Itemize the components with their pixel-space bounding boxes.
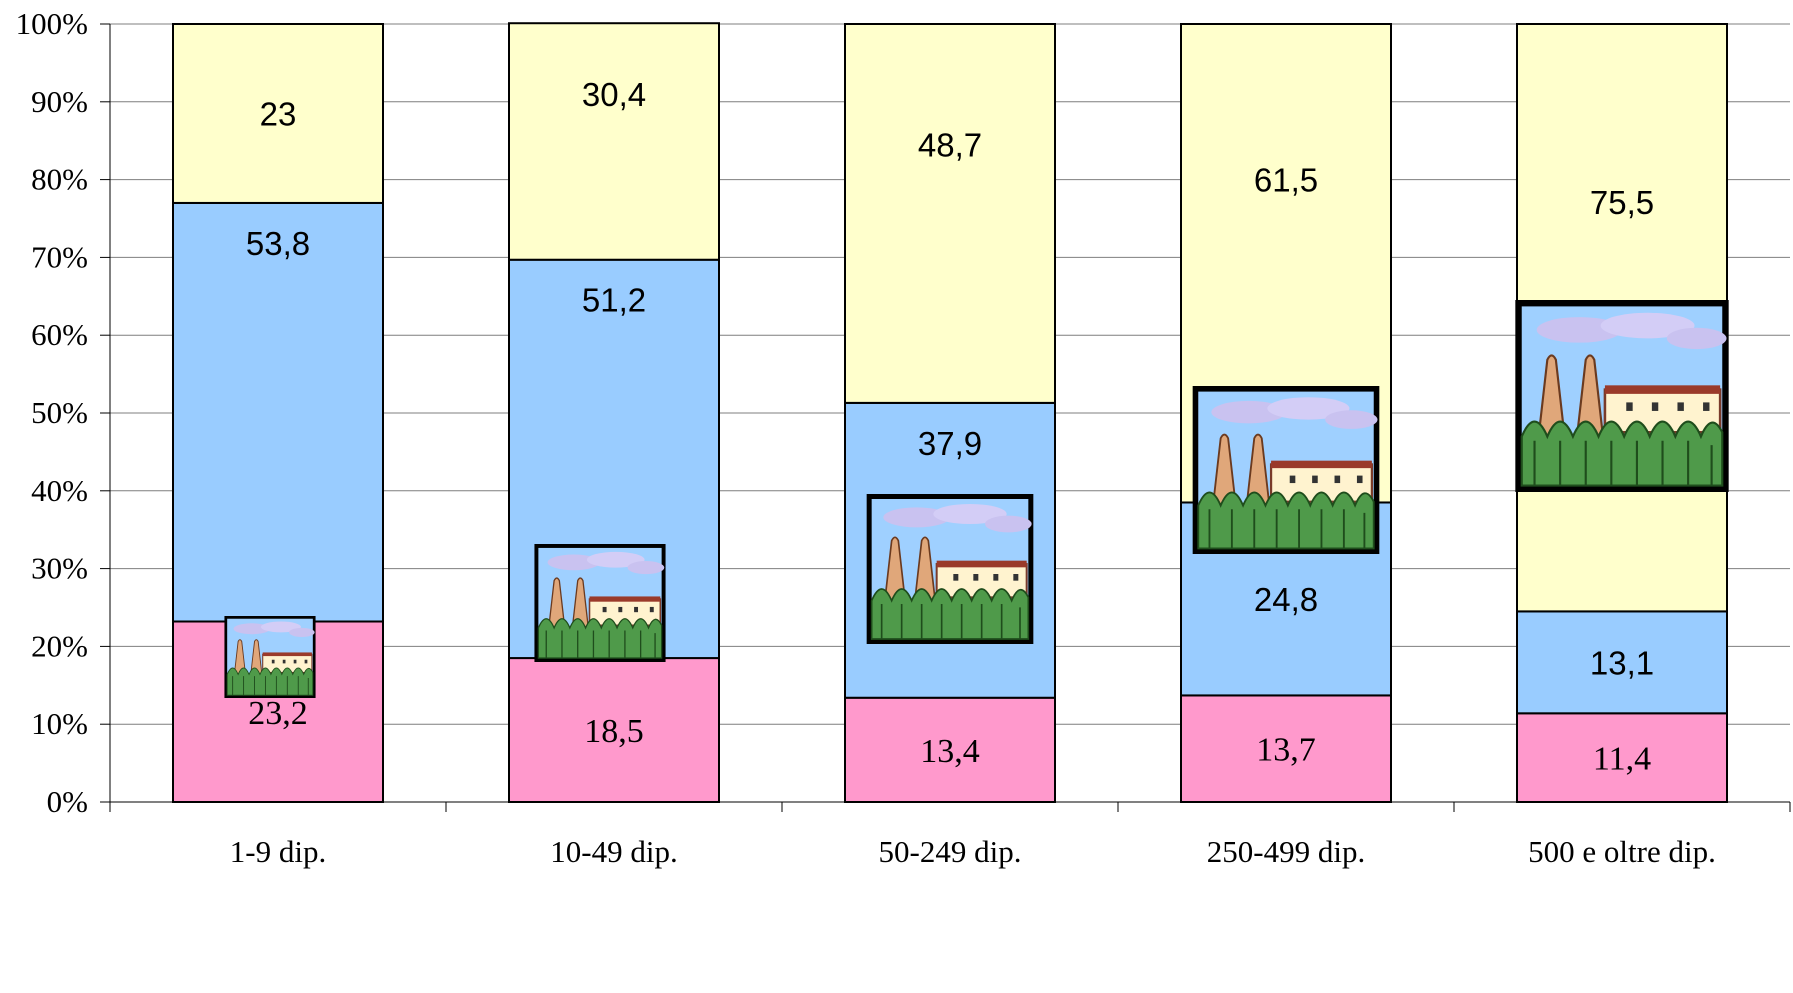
data-label: 53,8 [246,225,310,262]
data-label: 61,5 [1254,161,1318,198]
y-tick-label: 80% [31,162,88,197]
data-label: 24,8 [1254,581,1318,618]
data-label: 30,4 [582,76,646,113]
data-label: 13,7 [1256,732,1316,769]
data-label: 48,7 [918,127,982,164]
data-label: 11,4 [1593,741,1651,778]
y-tick-label: 70% [31,239,88,274]
y-tick-label: 20% [31,628,88,663]
y-tick-label: 0% [47,784,88,819]
y-axis-ticks: 0% 10% 20% 30% 40% 50% 60% 70% 80% 90% 100% [16,6,110,819]
segment-labels: 23,2 53,8 23 18,5 51,2 30,4 13,4 37,9 48,7 13,7 24… [246,76,1654,778]
factory-icon [223,616,317,698]
data-label: 23,2 [248,695,308,732]
bar-segment [172,201,384,623]
x-category-label: 250-499 dip. [1207,834,1365,869]
bar-segment [844,696,1056,803]
factory-icon [1513,300,1731,492]
y-tick-label: 90% [31,84,88,119]
data-label: 75,5 [1590,184,1654,221]
data-label: 13,4 [920,733,980,770]
factory-icon [865,494,1035,644]
bar-segment [1180,694,1392,803]
y-tick-label: 60% [31,317,88,352]
data-label: 23 [260,95,297,132]
x-category-label: 500 e oltre dip. [1528,834,1716,869]
x-category-label: 10-49 dip. [550,834,677,869]
data-label: 37,9 [918,425,982,462]
data-label: 18,5 [584,713,644,750]
data-label: 51,2 [582,282,646,319]
y-tick-label: 30% [31,551,88,586]
factory-icon [533,544,667,662]
y-tick-label: 100% [16,6,88,41]
data-label: 13,1 [1590,644,1654,681]
bar-segment [844,23,1056,404]
bar-segment [508,22,720,261]
x-category-label: 1-9 dip. [230,834,326,869]
x-category-label: 50-249 dip. [879,834,1022,869]
y-tick-label: 50% [31,395,88,430]
y-tick-label: 40% [31,473,88,508]
bar-segment [172,23,384,204]
factory-icon [1191,386,1381,554]
x-axis-categories: 1-9 dip. 10-49 dip. 50-249 dip. 250-499 dip… [230,834,1716,869]
bar-segment [1516,712,1728,803]
y-tick-label: 10% [31,706,88,741]
bar-segment [508,657,720,803]
